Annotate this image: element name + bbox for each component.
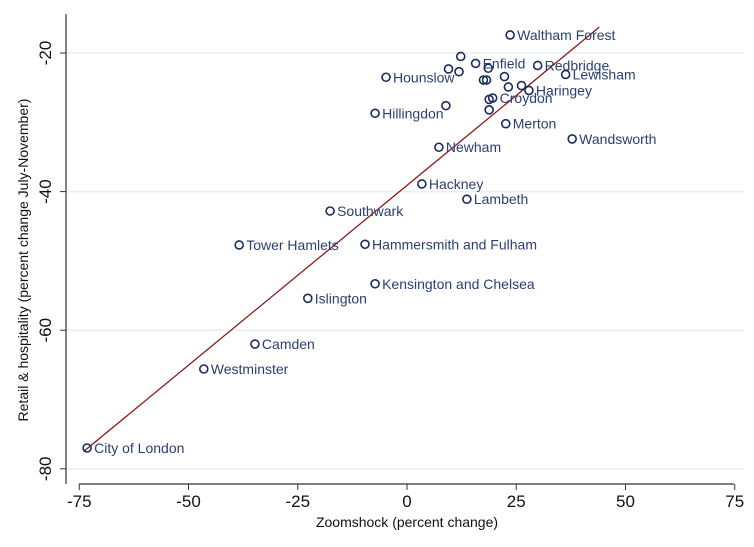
data-point [484, 105, 494, 115]
data-point [560, 69, 571, 80]
x-tick-label: 0 [402, 492, 411, 511]
point-label: Waltham Forest [517, 27, 615, 43]
y-tick-label: -60 [36, 318, 55, 343]
point-label: Enfield [483, 55, 526, 71]
data-point [516, 80, 527, 91]
point-label: Kensington and Chelsea [382, 276, 535, 292]
point-label: Hounslow [393, 69, 455, 85]
data-point [381, 72, 391, 83]
x-tick-label: -75 [67, 492, 92, 511]
y-ticks: -20 -40 -60 -80 [36, 41, 66, 481]
data-point [234, 240, 244, 250]
point-label: City of London [94, 440, 184, 456]
x-tick-label: 50 [616, 492, 635, 511]
point-label: Southwark [337, 203, 404, 219]
data-point [370, 108, 380, 119]
x-tick-label: 75 [725, 492, 744, 511]
x-tick-label: -50 [176, 492, 201, 511]
point-label: Lewisham [573, 66, 636, 82]
data-point [82, 443, 92, 453]
point-label: Camden [262, 336, 315, 352]
point-label: Lambeth [474, 191, 528, 207]
x-tick-label: 25 [507, 492, 526, 511]
data-point [198, 364, 209, 374]
data-point [360, 239, 370, 250]
x-ticks: -75 -50 -25 0 25 50 75 [67, 484, 744, 511]
x-tick-label: -25 [285, 492, 310, 511]
point-label: Westminster [211, 361, 289, 377]
y-tick-label: -40 [36, 179, 55, 204]
data-point [500, 118, 511, 129]
data-point [478, 75, 489, 85]
data-point [484, 94, 494, 105]
y-axis-label: Retail & hospitality (percent change Jul… [15, 99, 31, 422]
data-point [524, 85, 534, 96]
data-point [303, 293, 313, 304]
data-point [417, 179, 427, 189]
data-point [499, 71, 510, 82]
data-point [481, 75, 492, 85]
point-label: Islington [315, 290, 367, 306]
point-label: Tower Hamlets [246, 237, 339, 253]
data-point [434, 142, 444, 153]
point-label: Hillingdon [382, 105, 443, 121]
data-point [567, 134, 577, 144]
data-point [455, 51, 466, 62]
data-points: City of London Westminster Camden Islington… [82, 27, 656, 456]
point-label: Merton [513, 116, 557, 132]
data-point [505, 30, 515, 40]
data-point [532, 60, 543, 71]
data-point [454, 66, 464, 77]
data-point [325, 206, 335, 216]
data-point [503, 82, 514, 92]
y-tick-label: -20 [36, 41, 55, 66]
data-point [441, 100, 451, 111]
data-point [370, 278, 380, 289]
point-label: Haringey [536, 82, 592, 98]
point-label: Wandsworth [579, 131, 656, 147]
data-point [470, 58, 481, 69]
point-label: Redbridge [545, 57, 610, 73]
point-label: Croydon [500, 90, 553, 106]
data-point [250, 339, 260, 349]
y-tick-label: -80 [36, 457, 55, 482]
x-axis-label: Zoomshock (percent change) [316, 514, 498, 530]
point-label: Hackney [429, 176, 483, 192]
data-point [462, 194, 472, 205]
fit-line [83, 26, 600, 453]
point-label: Newham [446, 139, 501, 155]
data-point [483, 63, 494, 74]
point-label: Hammersmith and Fulham [372, 236, 537, 252]
gridlines [66, 52, 744, 470]
data-point [443, 64, 454, 74]
